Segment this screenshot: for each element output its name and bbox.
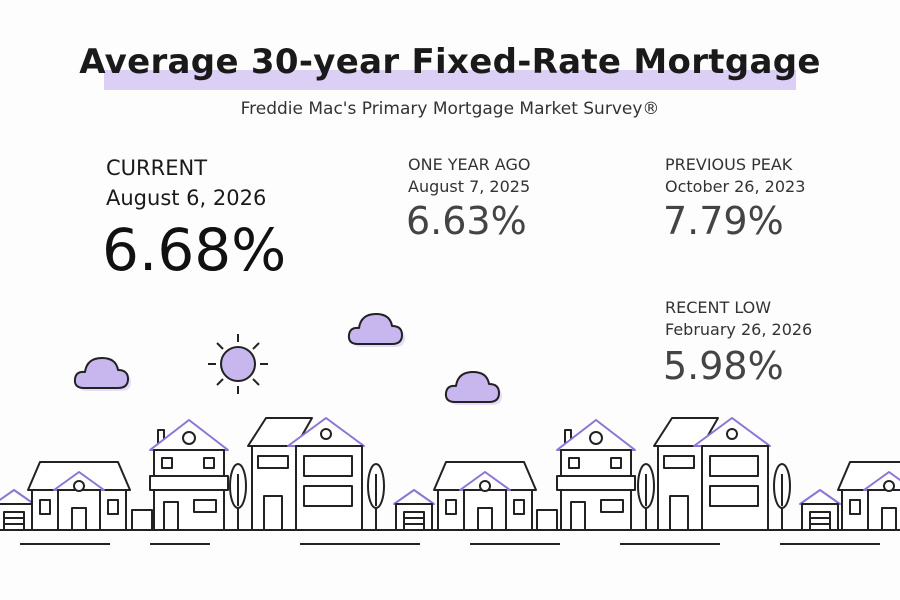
stat-date: February 26, 2026 [665,320,813,339]
title-highlight [104,70,796,90]
stat-date: October 26, 2023 [665,177,806,196]
cloud [446,372,502,405]
cloud [349,314,405,347]
cloud [75,358,131,391]
stat-value: 6.68% [102,216,287,284]
stat-value: 7.79% [663,199,784,243]
stat-value: 6.63% [406,199,527,243]
stat-label: ONE YEAR AGO [408,155,531,174]
stat-date: August 7, 2025 [408,177,531,196]
stat-label: CURRENT [106,156,208,180]
stat-value: 5.98% [663,344,784,388]
street [0,418,900,545]
stat-label: RECENT LOW [665,298,772,317]
stat-date: August 6, 2026 [106,186,267,210]
stat-label: PREVIOUS PEAK [665,155,793,174]
sun [208,334,268,394]
subtitle: Freddie Mac's Primary Mortgage Market Su… [240,99,660,119]
title: Average 30-year Fixed-Rate Mortgage [79,42,821,82]
